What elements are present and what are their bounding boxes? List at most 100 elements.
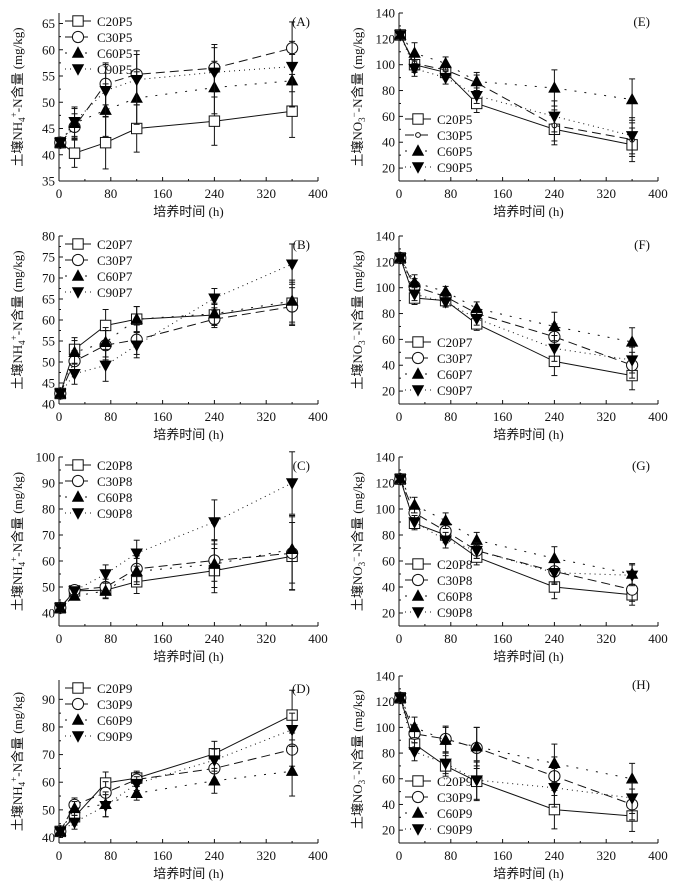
- legend-label-c20p8: C20P8: [97, 458, 132, 473]
- legend-label-c20p7: C20P7: [97, 237, 133, 252]
- data-point: [285, 61, 299, 74]
- series-c90p9: [54, 712, 299, 839]
- x-tick-label: 240: [205, 631, 225, 646]
- legend-label-c30p8: C30P8: [97, 474, 132, 489]
- series-line: [59, 306, 293, 394]
- panel-label: (H): [632, 677, 650, 692]
- y-tick-label: 80: [42, 502, 55, 517]
- y-tick-label: 60: [382, 771, 395, 786]
- legend-marker-c60p9: [411, 806, 425, 818]
- series-line: [399, 257, 633, 361]
- legend-marker-c20p7: [72, 238, 84, 250]
- data-point: [131, 122, 143, 135]
- y-axis-title: 土壤NO3−-N含量 (mg/kg): [349, 472, 367, 611]
- series-c60p5: [54, 53, 299, 149]
- legend-marker-c90p7: [71, 287, 85, 299]
- y-tick-label: 60: [42, 775, 55, 790]
- data-point: [439, 72, 452, 85]
- series-line: [60, 729, 293, 832]
- y-tick-label: 40: [42, 147, 55, 162]
- data-point: [408, 747, 421, 759]
- data-point: [408, 63, 421, 76]
- series-line: [60, 110, 293, 154]
- data-point: [439, 733, 452, 745]
- legend-marker-c30p9: [411, 790, 425, 804]
- series-line: [399, 478, 633, 575]
- data-point: [130, 548, 143, 560]
- y-tick-label: 40: [382, 135, 395, 150]
- data-point: [625, 772, 639, 784]
- y-tick-label: 20: [382, 606, 395, 621]
- x-tick-label: 160: [153, 631, 173, 646]
- data-point: [470, 545, 483, 558]
- data-point: [130, 340, 143, 352]
- legend-label-c60p5: C60P5: [437, 144, 472, 159]
- y-tick-label: 80: [382, 528, 395, 543]
- y-tick-label: 40: [382, 797, 395, 812]
- legend-label-c90p8: C90P8: [437, 605, 472, 620]
- series-line: [59, 302, 293, 394]
- series-c20p7: [394, 252, 638, 391]
- legend-label-c90p5: C90P5: [437, 160, 472, 175]
- y-tick-label: 55: [42, 69, 55, 84]
- data-point: [470, 91, 483, 103]
- y-tick-label: 90: [42, 476, 55, 491]
- y-tick-label: 50: [42, 802, 55, 817]
- legend-marker-c60p5: [411, 144, 425, 156]
- data-point: [408, 720, 421, 733]
- data-point: [625, 570, 639, 582]
- y-tick-label: 70: [42, 528, 55, 543]
- series-c90p7: [54, 243, 299, 401]
- data-point: [68, 147, 81, 159]
- y-tick-label: 80: [382, 306, 395, 321]
- data-point: [99, 801, 112, 813]
- series-c60p9: [394, 691, 639, 795]
- legend-marker-c20p9: [72, 682, 84, 694]
- legend-marker-c30p9: [71, 697, 85, 711]
- panel-label: (F): [634, 237, 650, 252]
- x-tick-label: 0: [396, 186, 403, 201]
- chart-panel-a: 0 80 160 240 320 400 35 40 45 50 55 60 65 培养时间 (h) 土壤N…: [9, 13, 328, 219]
- x-tick-label: 320: [596, 631, 616, 646]
- series-c30p7: [394, 251, 639, 379]
- y-tick-label: 100: [376, 280, 396, 295]
- series-line: [399, 478, 633, 596]
- x-tick-label: 400: [648, 409, 668, 424]
- data-point: [285, 294, 299, 306]
- data-point: [625, 793, 639, 805]
- series-c20p8: [54, 522, 298, 614]
- y-tick-label: 60: [382, 109, 395, 124]
- data-point: [408, 517, 421, 529]
- x-axis-title: 培养时间 (h): [493, 866, 563, 881]
- series-c30p8: [394, 473, 639, 602]
- x-axis-title: 培养时间 (h): [153, 649, 223, 664]
- data-point: [470, 301, 483, 314]
- x-tick-label: 80: [104, 848, 117, 863]
- y-tick-label: 50: [42, 355, 55, 370]
- data-point: [130, 786, 143, 798]
- y-tick-label: 80: [42, 719, 55, 734]
- legend-label-c90p7: C90P7: [437, 383, 473, 398]
- data-point: [439, 514, 452, 526]
- x-axis-title: 培养时间 (h): [493, 204, 563, 219]
- series-c30p7: [54, 287, 299, 400]
- series-c90p5: [54, 40, 299, 150]
- x-tick-label: 400: [648, 848, 668, 863]
- y-tick-label: 60: [42, 42, 55, 57]
- legend-marker-c60p7: [71, 269, 85, 281]
- legend-label-c60p5: C60P5: [97, 46, 132, 61]
- data-point: [208, 517, 221, 529]
- data-point: [130, 312, 143, 324]
- x-tick-label: 400: [308, 186, 328, 201]
- data-point: [68, 801, 81, 814]
- data-point: [408, 46, 421, 58]
- legend-marker-c30p5: [71, 30, 85, 44]
- data-point: [208, 115, 221, 127]
- x-tick-label: 80: [444, 409, 457, 424]
- x-tick-label: 240: [205, 848, 225, 863]
- legend-marker-c90p7: [411, 385, 425, 397]
- x-tick-label: 160: [493, 409, 513, 424]
